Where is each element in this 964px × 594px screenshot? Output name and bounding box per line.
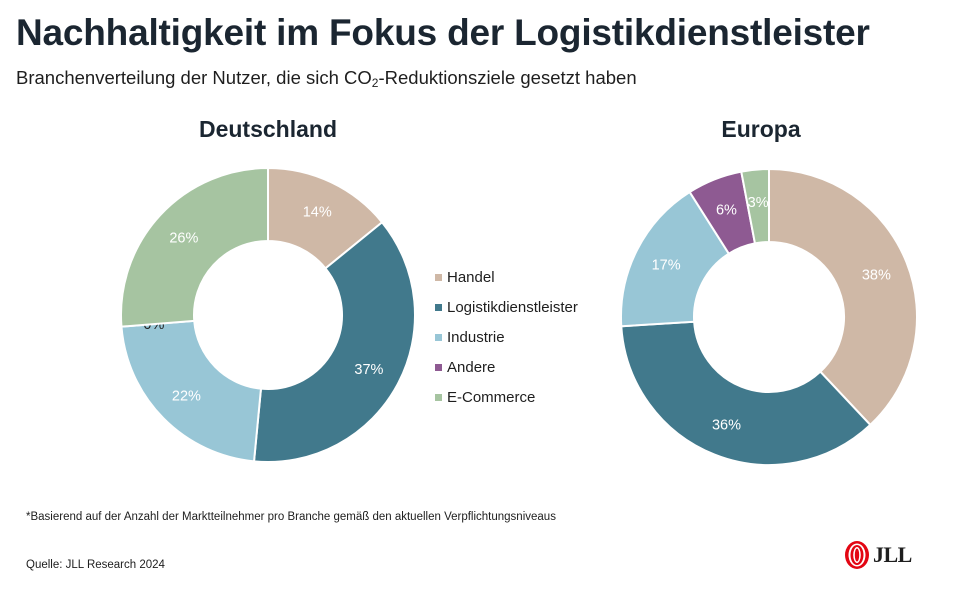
legend-item-industrie: Industrie bbox=[435, 322, 578, 352]
data-label-europa-logistikdienstleister: 36% bbox=[712, 417, 741, 433]
legend-item-handel: Handel bbox=[435, 262, 578, 292]
page-subtitle: Branchenverteilung der Nutzer, die sich … bbox=[16, 67, 637, 90]
subtitle-text-pre: Branchenverteilung der Nutzer, die sich … bbox=[16, 67, 372, 88]
legend-swatch-e-commerce bbox=[435, 393, 442, 401]
slice-europa-handel bbox=[768, 167, 918, 427]
data-label-europa-industrie: 17% bbox=[652, 258, 681, 274]
jll-logo: JLL bbox=[844, 540, 912, 570]
slice-europa-e-commerce bbox=[740, 167, 770, 245]
chart-legend: Handel Logistikdienstleister Industrie A… bbox=[435, 262, 578, 412]
legend-swatch-logistikdienstleister bbox=[435, 303, 442, 311]
footnote: *Basierend auf der Anzahl der Marktteiln… bbox=[26, 511, 556, 523]
data-label-europa-handel: 38% bbox=[862, 267, 891, 283]
data-label-deutschland-logistikdienstleister: 37% bbox=[354, 362, 383, 378]
data-label-deutschland-e-commerce: 26% bbox=[169, 230, 198, 246]
logo-text: JLL bbox=[873, 542, 912, 567]
data-label-europa-andere: 6% bbox=[716, 203, 737, 219]
legend-label-industrie: Industrie bbox=[447, 328, 505, 346]
legend-label-e-commerce: E-Commerce bbox=[447, 388, 536, 406]
chart-title-europa: Europa bbox=[721, 116, 801, 142]
slice-deutschland-industrie bbox=[120, 319, 263, 463]
slice-deutschland-e-commerce bbox=[120, 166, 269, 328]
chart-title-deutschland: Deutschland bbox=[198, 116, 338, 142]
data-label-deutschland-industrie: 22% bbox=[172, 388, 201, 404]
slice-deutschland-logistikdienstleister bbox=[252, 220, 416, 463]
data-label-deutschland-handel: 14% bbox=[303, 205, 332, 221]
legend-swatch-handel bbox=[435, 273, 442, 281]
legend-label-logistikdienstleister: Logistikdienstleister bbox=[447, 298, 578, 316]
subtitle-subscript: 2 bbox=[371, 76, 379, 90]
legend-item-andere: Andere bbox=[435, 352, 578, 382]
subtitle-text-post: -Reduktionsziele gesetzt haben bbox=[378, 67, 637, 88]
legend-swatch-industrie bbox=[435, 333, 442, 341]
legend-item-e-commerce: E-Commerce bbox=[435, 382, 578, 412]
source-note: Quelle: JLL Research 2024 bbox=[26, 559, 165, 571]
legend-swatch-andere bbox=[435, 363, 442, 371]
data-label-europa-e-commerce: 3% bbox=[748, 195, 769, 211]
page-title: Nachhaltigkeit im Fokus der Logistikdien… bbox=[16, 12, 870, 53]
legend-item-logistikdienstleister: Logistikdienstleister bbox=[435, 292, 578, 322]
slice-europa-logistikdienstleister bbox=[620, 320, 872, 466]
legend-label-handel: Handel bbox=[447, 268, 495, 286]
legend-label-andere: Andere bbox=[447, 358, 496, 376]
jll-logo-icon bbox=[845, 541, 869, 569]
